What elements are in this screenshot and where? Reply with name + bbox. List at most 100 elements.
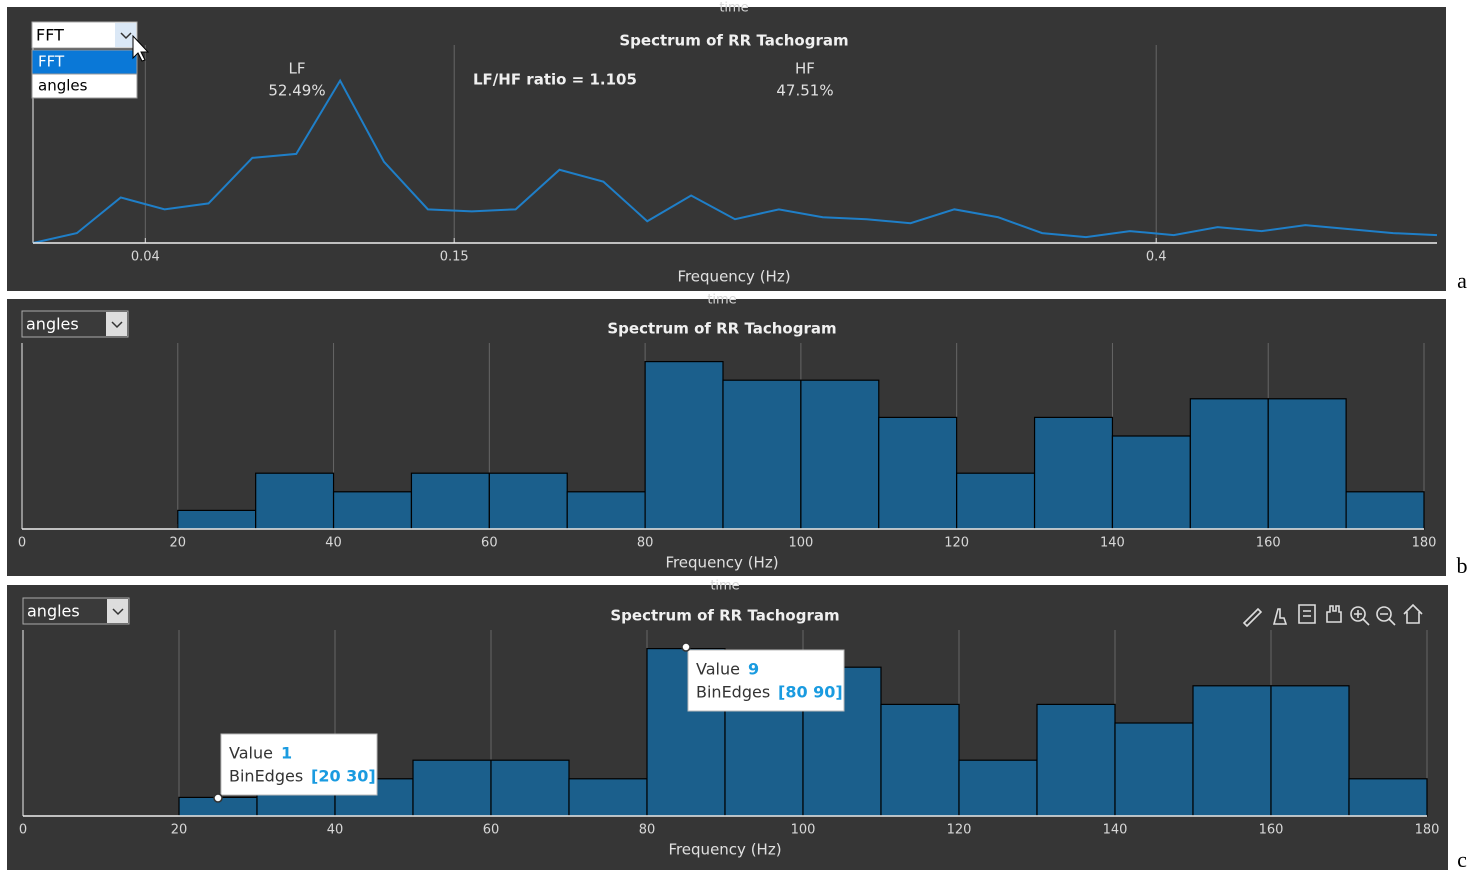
- datatip-value: 1: [281, 744, 292, 763]
- header-label: time: [707, 293, 736, 308]
- panel: b time Spectrum of RR Tachogram Frequency (…: [7, 293, 1468, 578]
- toolbar-button[interactable]: [1272, 608, 1288, 625]
- datatip-label: Value: [229, 744, 273, 763]
- datatip-edges: [80 90]: [778, 683, 843, 702]
- spectrum-line: [32, 78, 1438, 244]
- datatip: [220, 733, 378, 796]
- dropdown-option[interactable]: [31, 73, 138, 99]
- histogram-bar: [800, 379, 880, 530]
- datatip-marker: [213, 793, 223, 803]
- panel: a time Spectrum of RR Tachogram Frequency (…: [7, 1, 1467, 293]
- x-tick-label: 140: [1100, 536, 1125, 551]
- histogram-bar: [412, 759, 492, 817]
- mouse-cursor: [132, 34, 150, 62]
- annotation: LF/HF ratio = 1.105: [473, 71, 637, 89]
- x-tick-label: 0: [19, 823, 27, 838]
- histogram-bar: [1267, 398, 1347, 530]
- x-tick-label: 160: [1256, 536, 1281, 551]
- annotation: HF: [795, 60, 815, 78]
- annotation: 47.51%: [776, 82, 833, 100]
- x-tick-label: 20: [171, 823, 188, 838]
- toolbar-button[interactable]: [1298, 604, 1316, 624]
- x-tick-label: 120: [947, 823, 972, 838]
- histogram-bar: [722, 379, 802, 530]
- histogram-bar: [880, 703, 960, 817]
- histogram-bar: [332, 491, 413, 530]
- dropdown-option-label: FFT: [38, 53, 65, 71]
- toolbar-button[interactable]: [1350, 606, 1370, 626]
- dropdown-value: FFT: [36, 26, 64, 45]
- histogram-bar: [177, 509, 257, 530]
- panel-label: a: [1457, 268, 1467, 293]
- toolbar-button[interactable]: [1403, 603, 1423, 624]
- datatip-marker: [681, 642, 691, 652]
- histogram-bar: [1270, 685, 1350, 817]
- toolbar-button[interactable]: [1376, 606, 1396, 626]
- axes-toolbar: [1242, 603, 1423, 628]
- histogram-bar: [1036, 703, 1116, 817]
- x-tick-label: 60: [483, 823, 500, 838]
- dropdown-arrow-box[interactable]: [106, 312, 127, 336]
- x-tick-label: 120: [944, 536, 969, 551]
- dropdown-arrow-box[interactable]: [115, 23, 136, 47]
- histogram-bar: [488, 472, 568, 530]
- annotation: 52.49%: [268, 82, 325, 100]
- x-tick-label: 180: [1415, 823, 1440, 838]
- panel-label: b: [1457, 553, 1468, 578]
- x-tick-label: 0.4: [1146, 250, 1167, 265]
- histogram-bar: [1111, 435, 1191, 530]
- histogram-bar: [644, 361, 724, 530]
- x-tick-label: 20: [170, 536, 187, 551]
- datatip-value: 9: [748, 660, 759, 679]
- x-axis-label: Frequency (Hz): [668, 841, 781, 859]
- dropdown-arrow: [112, 608, 124, 616]
- histogram-bar: [568, 778, 648, 817]
- panel-label: c: [1457, 847, 1467, 872]
- panel-background: [7, 7, 1446, 291]
- datatip-label: BinEdges: [229, 767, 303, 786]
- x-tick-label: 100: [791, 823, 816, 838]
- histogram-bar: [566, 491, 646, 530]
- x-tick-label: 0.04: [131, 250, 160, 265]
- x-tick-label: 40: [325, 536, 342, 551]
- toolbar-button[interactable]: [1326, 605, 1342, 623]
- x-axis-label: Frequency (Hz): [677, 268, 790, 286]
- histogram-bar: [255, 472, 335, 530]
- chart-title: Spectrum of RR Tachogram: [610, 607, 839, 625]
- chart-title: Spectrum of RR Tachogram: [619, 32, 848, 50]
- panel: c time Spectrum of RR Tachogram Frequency (…: [7, 579, 1467, 872]
- dropdown-arrow-box[interactable]: [107, 599, 128, 623]
- annotation: LF: [289, 60, 306, 78]
- toolbar-button[interactable]: [1242, 607, 1263, 628]
- histogram-bar: [1114, 722, 1194, 817]
- dropdown-arrow: [120, 32, 132, 40]
- chart-title: Spectrum of RR Tachogram: [607, 320, 836, 338]
- x-tick-label: 40: [327, 823, 344, 838]
- datatip: [687, 649, 845, 712]
- x-tick-label: 140: [1103, 823, 1128, 838]
- x-axis-label: Frequency (Hz): [665, 554, 778, 572]
- histogram-bar: [410, 472, 490, 530]
- x-tick-label: 0: [18, 536, 26, 551]
- histogram-bar: [490, 759, 570, 817]
- dropdown-option-label: angles: [38, 77, 88, 95]
- x-tick-label: 180: [1412, 536, 1437, 551]
- histogram-bar: [878, 416, 958, 530]
- datatip-label: Value: [696, 660, 740, 679]
- histogram-bar: [1189, 398, 1269, 530]
- x-tick-label: 0.15: [440, 250, 469, 265]
- dropdown-arrow: [111, 321, 123, 329]
- dropdown-value: angles: [26, 315, 79, 334]
- histogram-bar: [1345, 491, 1425, 530]
- histogram-bar: [958, 759, 1038, 817]
- histogram-bar: [1348, 778, 1428, 817]
- datatip-edges: [20 30]: [311, 767, 376, 786]
- x-tick-label: 100: [788, 536, 813, 551]
- header-label: time: [719, 1, 748, 16]
- histogram-bar: [1033, 416, 1114, 530]
- dropdown-value: angles: [27, 602, 80, 621]
- datatip-label: BinEdges: [696, 683, 770, 702]
- x-tick-label: 60: [481, 536, 498, 551]
- histogram-bar: [956, 472, 1036, 530]
